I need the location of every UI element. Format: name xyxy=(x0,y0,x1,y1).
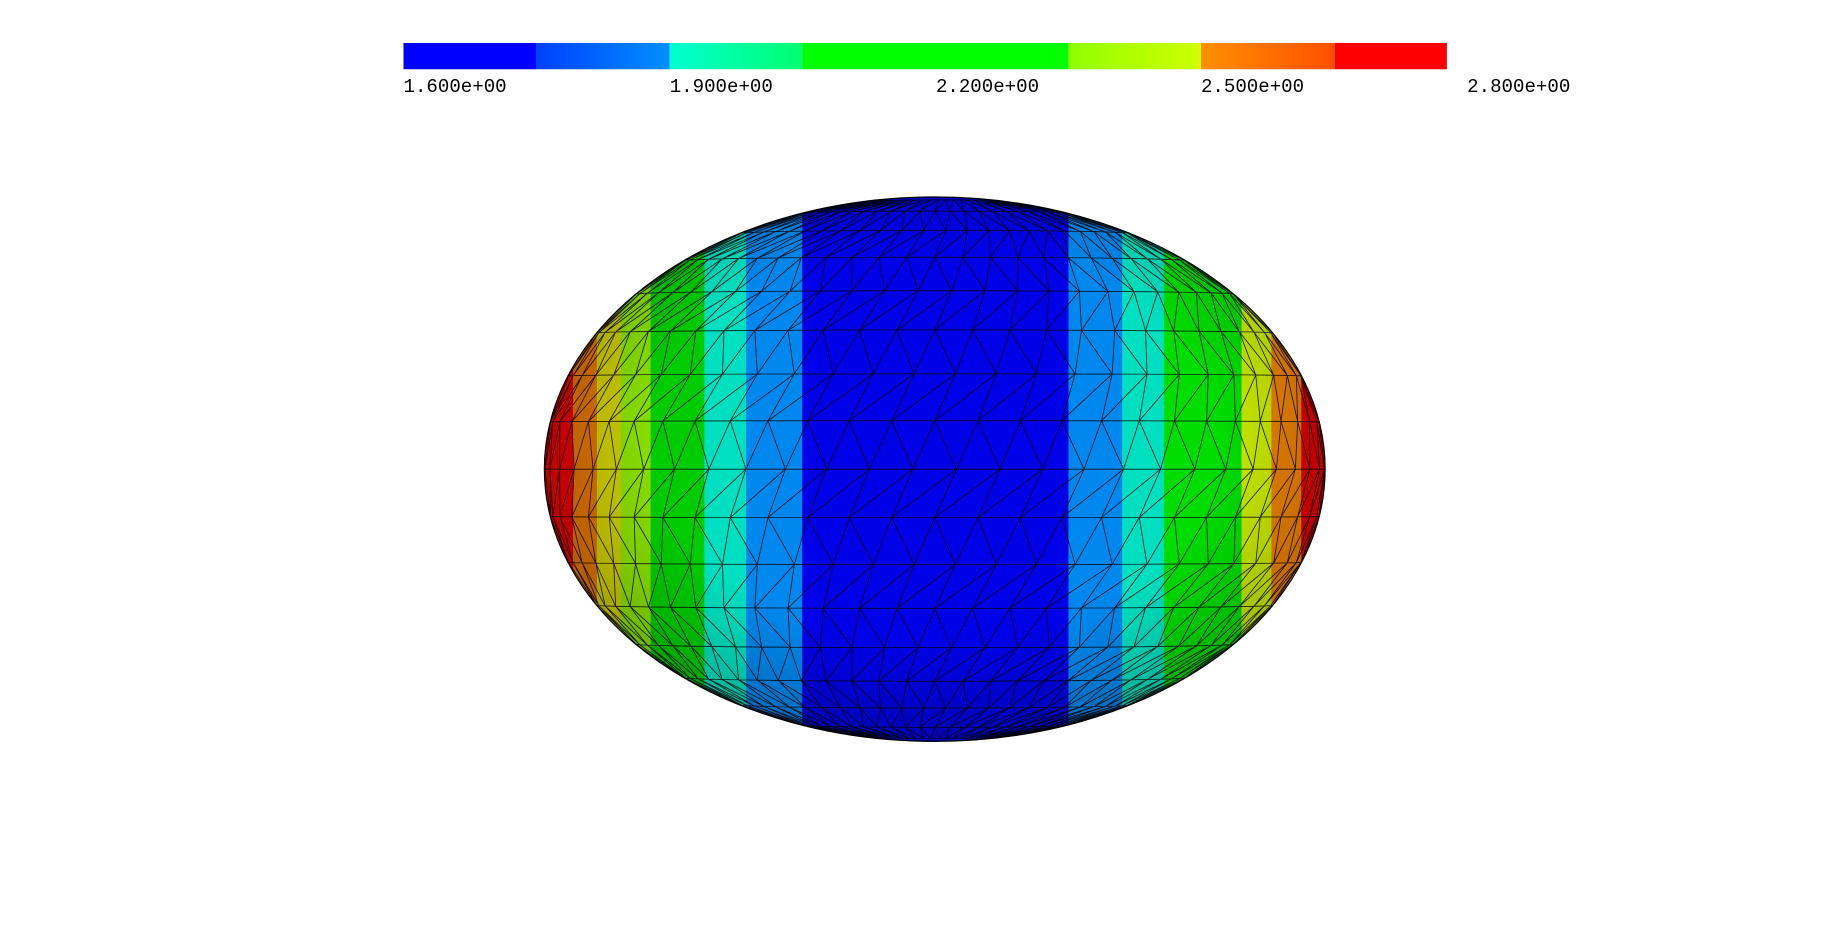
outline xyxy=(543,196,1326,742)
colorbar-label: 2.200e+00 xyxy=(936,76,1039,98)
colorbar: 1.600e+00 1.900e+00 2.200e+00 2.500e+00 … xyxy=(403,42,1570,98)
colorbar-label: 1.600e+00 xyxy=(404,76,507,98)
colorbar-segment xyxy=(1068,42,1201,70)
colorbar-label: 2.500e+00 xyxy=(1201,76,1304,98)
colorbar-label: 2.800e+00 xyxy=(1467,76,1570,98)
colorbar-segment xyxy=(802,42,1069,70)
colorbar-segment xyxy=(1200,42,1335,70)
colorbar-segment xyxy=(1334,42,1447,70)
colorbar-label: 1.900e+00 xyxy=(670,76,773,98)
colorbar-segment xyxy=(536,42,670,70)
colorbar-segment xyxy=(669,42,803,70)
colorbar-segment xyxy=(403,42,537,70)
ellipsoid xyxy=(544,196,1326,742)
